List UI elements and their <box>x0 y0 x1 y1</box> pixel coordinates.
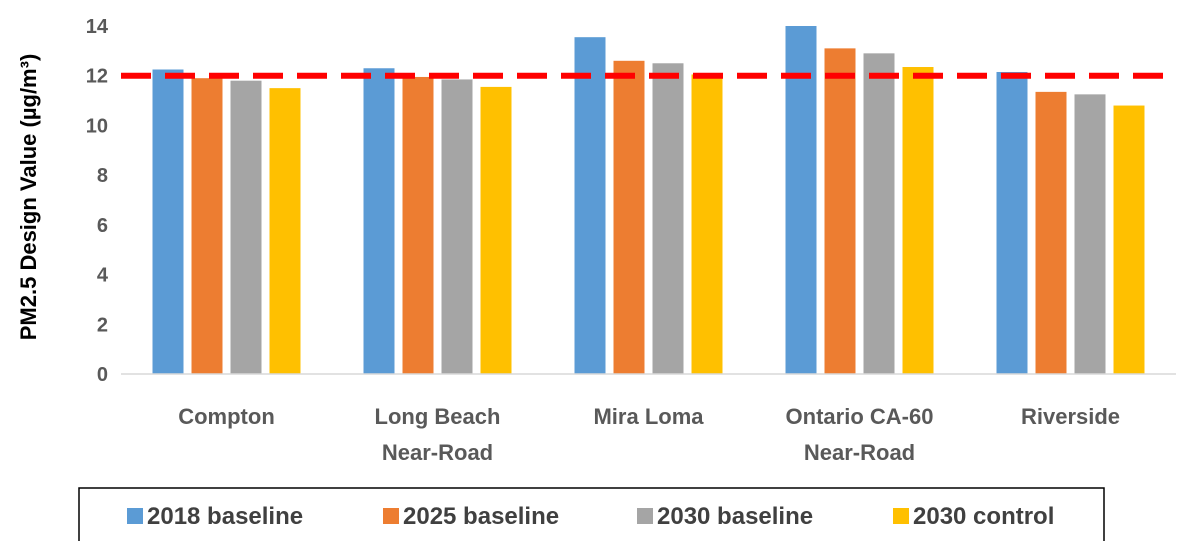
y-tick-label: 14 <box>86 16 109 38</box>
x-tick-label: Compton <box>178 404 275 429</box>
bar <box>691 74 723 374</box>
legend-swatch <box>127 508 143 524</box>
bar <box>824 48 856 374</box>
bar <box>363 68 395 374</box>
category-labels: Compton Long Beach Near-Road Mira Loma Ontar… <box>178 404 1120 465</box>
y-tick-label: 4 <box>97 265 109 287</box>
legend-box <box>78 487 1105 541</box>
x-tick-label: Near-Road <box>382 440 493 465</box>
bar <box>652 63 684 375</box>
x-tick-label: Ontario CA-60 <box>786 404 934 429</box>
bars <box>152 26 1145 375</box>
bar <box>191 78 223 374</box>
bar <box>863 53 895 374</box>
legend-swatch <box>637 508 653 524</box>
bar <box>1113 105 1145 375</box>
y-axis: 0 2 4 6 8 10 12 14 <box>86 16 109 386</box>
y-tick-label: 10 <box>86 115 108 137</box>
bar <box>480 86 512 375</box>
y-tick-label: 8 <box>97 165 108 187</box>
y-axis-title: PM2.5 Design Value (µg/m³) <box>16 54 41 341</box>
bar <box>402 76 434 374</box>
bar <box>996 71 1028 374</box>
legend-label: 2018 baseline <box>147 503 303 530</box>
bar <box>152 69 184 374</box>
legend-label: 2030 control <box>913 503 1054 530</box>
legend-items: 2018 baseline 2025 baseline 2030 baseline 2… <box>127 503 1054 530</box>
x-tick-label: Mira Loma <box>593 404 704 429</box>
y-tick-label: 12 <box>86 66 108 88</box>
bar <box>574 37 606 374</box>
bar <box>269 88 301 375</box>
bar <box>785 26 817 374</box>
legend-swatch <box>383 508 399 524</box>
y-tick-label: 0 <box>97 364 108 386</box>
y-tick-label: 6 <box>97 215 108 237</box>
y-tick-label: 2 <box>97 314 108 336</box>
x-tick-label: Long Beach <box>375 404 501 429</box>
x-tick-label: Riverside <box>1021 404 1120 429</box>
x-tick-label: Near-Road <box>804 440 915 465</box>
legend-label: 2030 baseline <box>657 503 813 530</box>
bar <box>230 80 262 374</box>
legend: 2018 baseline 2025 baseline 2030 baseline 2… <box>78 487 1105 541</box>
legend-label: 2025 baseline <box>403 503 559 530</box>
bar <box>902 67 934 374</box>
bar <box>1074 94 1106 374</box>
legend-swatch <box>893 508 909 524</box>
bar <box>441 79 473 374</box>
bar <box>613 60 645 375</box>
bar <box>1035 91 1067 374</box>
